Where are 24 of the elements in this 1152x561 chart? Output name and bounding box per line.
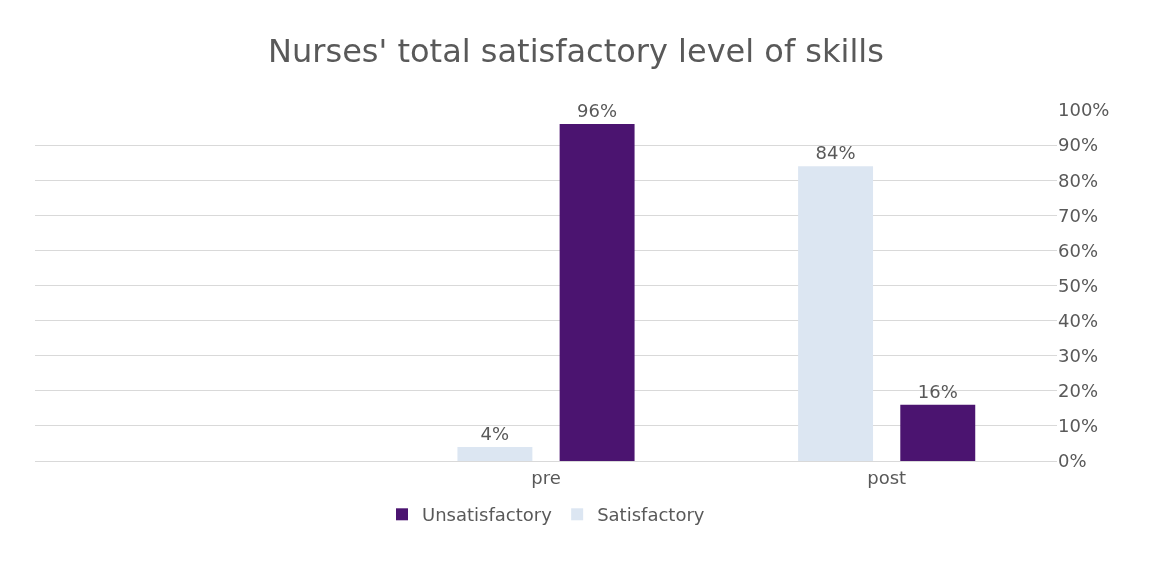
x-tick-label: post — [867, 466, 907, 488]
y-tick-label: 40% — [1058, 309, 1099, 331]
legend-label: Unsatisfactory — [422, 504, 553, 526]
y-tick-label: 20% — [1058, 380, 1099, 402]
y-tick-label: 50% — [1058, 274, 1099, 296]
data-label: 4% — [480, 422, 510, 444]
y-tick-label: 0% — [1058, 450, 1087, 472]
bar — [559, 124, 635, 461]
y-tick-label: 90% — [1058, 134, 1099, 156]
y-tick-label: 60% — [1058, 239, 1099, 261]
chart-title: Nurses' total satisfactory level of skills — [268, 31, 884, 70]
y-tick-label: 70% — [1058, 204, 1099, 226]
legend-label: Satisfactory — [597, 504, 705, 526]
data-label: 16% — [917, 380, 958, 402]
y-tick-label: 100% — [1058, 99, 1110, 121]
x-tick-label: pre — [531, 466, 561, 488]
y-tick-label: 10% — [1058, 415, 1099, 437]
data-label: 84% — [815, 142, 856, 164]
bar — [457, 446, 533, 461]
y-tick-label: 80% — [1058, 169, 1099, 191]
bar — [900, 404, 976, 461]
y-tick-label: 30% — [1058, 345, 1099, 366]
data-label: 96% — [577, 100, 618, 122]
bar — [798, 166, 874, 461]
